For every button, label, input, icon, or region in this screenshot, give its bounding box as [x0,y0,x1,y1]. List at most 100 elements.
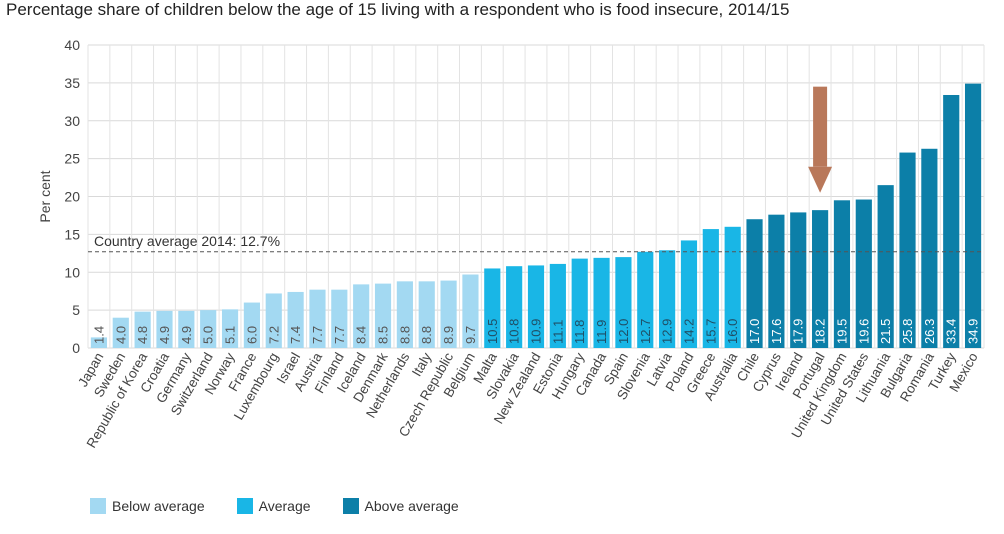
annotation-arrow-shaft [813,86,828,167]
data-label: 18.2 [813,319,828,344]
bar [964,83,982,348]
bar [833,200,851,348]
data-label: 12.0 [616,319,631,344]
data-label: 4.9 [179,326,194,344]
data-label: 11.1 [550,320,565,344]
bar [899,152,916,348]
bar [90,337,108,348]
data-label: 7.7 [310,326,325,344]
average-reference-label: Country average 2014: 12.7% [94,233,280,249]
data-label: 17.6 [769,319,784,344]
bar [790,212,807,348]
bar [768,214,785,348]
bar [353,284,370,348]
bar [200,310,217,348]
y-tick-label: 25 [64,151,80,167]
legend-swatch-average [236,498,253,514]
bar [593,257,610,348]
bar [374,283,392,348]
y-tick-label: 15 [64,226,80,242]
y-tick-label: 35 [64,75,80,91]
bar [943,94,960,349]
bar [527,265,545,348]
data-label: 19.5 [834,319,849,344]
data-label: 25.8 [900,319,915,344]
data-label: 8.9 [441,326,456,344]
bar [243,302,260,348]
y-tick-label: 30 [64,113,80,129]
bar [724,226,741,348]
data-label: 12.9 [660,319,675,344]
bar [637,251,654,348]
data-label: 8.8 [419,326,434,344]
legend-swatch-above [342,498,359,514]
bar [877,185,894,348]
data-label: 4.8 [135,326,150,344]
data-label: 10.8 [507,319,522,344]
bar [440,280,457,348]
bar [178,310,195,348]
data-label: 11.8 [572,320,587,344]
data-label: 7.2 [266,326,281,344]
y-axis-title: Per cent [37,170,53,222]
data-label: 5.0 [201,326,216,344]
chart-title: Percentage share of children below the a… [6,0,790,19]
bar [265,293,282,348]
bar [112,317,129,348]
data-label: 1.4 [91,326,106,344]
data-label: 12.7 [638,319,653,344]
legend-item-average: Average [236,498,311,514]
data-label: 4.0 [113,326,128,344]
legend-label-average: Average [258,498,311,514]
data-label: 10.5 [485,319,500,344]
data-label: 15.7 [703,319,718,344]
data-label: 17.0 [747,319,762,344]
data-label: 6.0 [244,326,259,344]
bar [921,148,938,348]
data-label: 9.7 [463,326,478,344]
legend-label-below: Below average [112,498,205,514]
bar [659,250,676,348]
bar [331,289,348,348]
bar [484,268,501,348]
data-label: 33.4 [944,319,959,344]
bar [462,274,479,348]
y-tick-label: 5 [72,302,80,318]
data-label: 7.4 [288,326,303,344]
bar [571,258,588,348]
legend-item-below: Below average [90,498,205,514]
bar [156,310,173,348]
bar [134,311,151,348]
data-label: 34.9 [966,319,981,344]
data-label: 5.1 [223,326,238,344]
data-label: 10.9 [529,319,544,344]
y-tick-label: 20 [64,189,80,205]
bar [746,219,763,348]
legend-item-above: Above average [342,498,459,514]
y-tick-label: 0 [72,340,80,356]
data-label: 16.0 [725,319,740,344]
data-label: 4.9 [157,326,172,344]
data-label: 17.9 [791,319,806,344]
data-label: 8.8 [397,326,412,344]
bar [287,291,304,348]
bar [680,240,698,348]
data-label: 14.2 [681,319,696,344]
data-label: 7.7 [332,326,347,344]
bar [702,229,719,348]
bar [855,199,872,348]
legend-label-above: Above average [364,498,459,514]
y-tick-label: 10 [64,264,80,280]
bar [418,281,435,348]
data-label: 8.4 [354,326,369,344]
bar [309,289,326,348]
bar [506,266,523,348]
data-label: 19.6 [856,319,871,344]
bar [221,309,239,348]
data-label: 11.9 [594,320,609,344]
annotation-arrow-head [808,166,833,193]
data-label: 8.5 [376,326,391,344]
bar [812,210,829,348]
legend: Below average Average Above average [90,498,491,514]
